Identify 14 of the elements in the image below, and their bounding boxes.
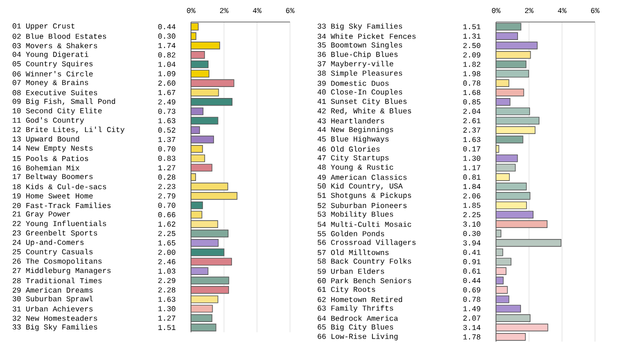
bar [496,70,530,78]
bar [496,258,512,266]
bar [190,258,232,266]
bar [190,304,213,313]
bar [190,70,210,78]
bar [496,164,516,172]
bar [496,210,534,219]
bar [190,210,202,219]
bar [190,164,212,172]
bar [190,22,199,31]
bar [496,116,540,125]
bar [496,22,522,31]
bar [190,116,218,125]
bar [496,304,521,313]
